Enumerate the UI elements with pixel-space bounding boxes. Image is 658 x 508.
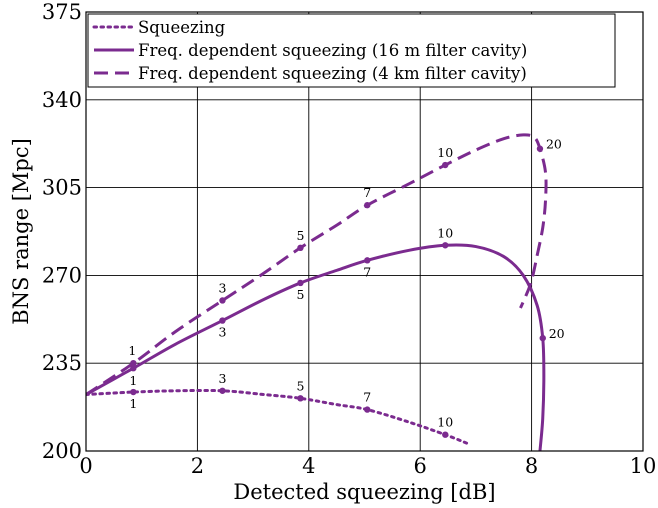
data-point-label: 7: [363, 185, 371, 200]
x-tick-label: 8: [525, 454, 538, 478]
data-point-label: 3: [218, 371, 226, 386]
data-point-marker: [539, 334, 546, 342]
data-point-marker: [364, 257, 371, 264]
data-point-marker: [130, 365, 137, 372]
data-point-marker: [364, 201, 371, 209]
x-axis-title: Detected squeezing [dB]: [233, 480, 495, 504]
y-tick-label: 200: [42, 439, 82, 463]
y-axis-title: BNS range [Mpc]: [9, 138, 33, 325]
data-point-marker: [364, 406, 371, 413]
data-point-label: 7: [363, 390, 371, 405]
plot-frame: [85, 11, 644, 452]
data-point-label: 3: [218, 280, 226, 295]
data-point-marker: [219, 387, 226, 394]
data-point-label: 5: [296, 228, 304, 243]
x-tick-label: 4: [302, 454, 315, 478]
data-point-label: 5: [296, 378, 304, 393]
legend-label-4km-filter-cavity: Freq. dependent squeezing (4 km filter c…: [138, 64, 527, 83]
data-point-label: 3: [218, 325, 226, 340]
data-point-label: 10: [437, 225, 453, 240]
x-tick-label: 0: [79, 454, 92, 478]
x-tick-label: 6: [414, 454, 427, 478]
series-line-2: [86, 133, 548, 396]
data-point-label: 5: [296, 287, 304, 302]
data-point-marker: [297, 395, 304, 402]
data-point-marker: [442, 161, 449, 169]
data-point-marker: [130, 388, 137, 396]
data-point-label: 1: [128, 343, 136, 358]
data-point-marker: [442, 431, 449, 438]
data-point-marker: [536, 145, 544, 152]
data-point-label: 7: [363, 264, 371, 279]
legend-label-squeezing: Squeezing: [138, 18, 226, 37]
y-tick-label: 340: [42, 88, 82, 112]
data-point-label: 20: [549, 326, 565, 341]
legend: Squeezing Freq. dependent squeezing (16 …: [87, 13, 616, 88]
data-point-label: 10: [437, 145, 453, 160]
x-tick-label: 2: [191, 454, 204, 478]
x-tick-label: 10: [630, 454, 657, 478]
series-line-0: [86, 388, 470, 445]
data-point-marker: [297, 244, 304, 252]
legend-box: [87, 13, 616, 88]
y-tick-label: 270: [42, 263, 82, 287]
data-point-marker: [442, 242, 449, 249]
data-point-label: 1: [129, 373, 137, 388]
y-tick-label: 235: [42, 351, 82, 375]
y-tick-label: 305: [42, 176, 82, 200]
data-point-marker: [219, 297, 226, 304]
data-point-label: 1: [129, 396, 137, 411]
data-point-label: 20: [546, 137, 562, 152]
y-tick-label: 375: [42, 0, 82, 24]
data-point-label: 10: [437, 415, 453, 430]
data-point-marker: [130, 360, 137, 367]
data-point-marker: [297, 279, 304, 287]
data-point-marker: [219, 317, 226, 324]
legend-label-16m-filter-cavity: Freq. dependent squeezing (16 m filter c…: [138, 41, 527, 60]
